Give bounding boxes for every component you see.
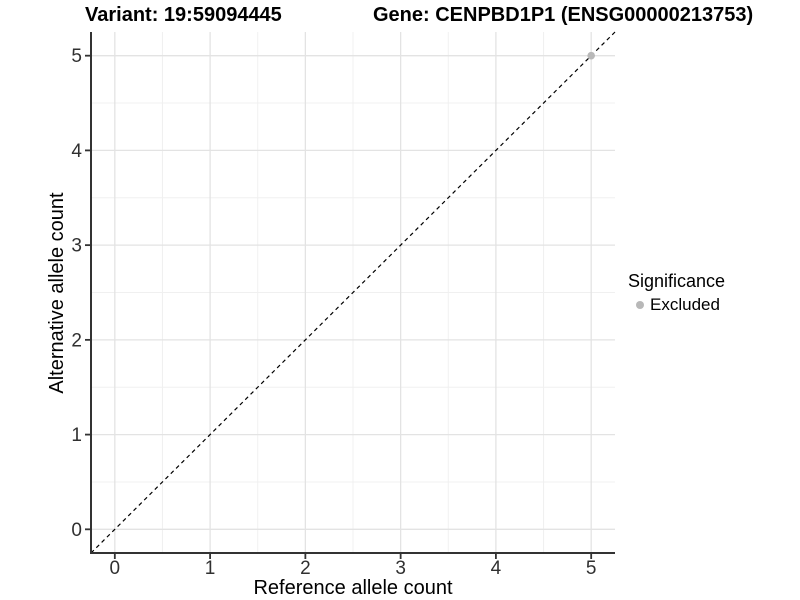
identity-dashed-line (90, 31, 616, 554)
y-axis-title: Alternative allele count (46, 192, 68, 394)
x-tick-label: 2 (300, 558, 311, 579)
y-tick-label: 0 (71, 520, 82, 541)
excluded-point-icon (636, 301, 644, 309)
variant-title: Variant: 19:59094445 (85, 4, 282, 26)
legend-item-excluded: Excluded (628, 295, 725, 315)
legend: Significance Excluded (628, 272, 725, 315)
x-tick-label: 5 (586, 558, 597, 579)
y-tick-label: 4 (71, 141, 82, 162)
x-tick-label: 3 (395, 558, 406, 579)
x-tick-label: 4 (491, 558, 502, 579)
legend-item-label: Excluded (650, 295, 720, 314)
x-tick-label: 1 (205, 558, 216, 579)
legend-title: Significance (628, 271, 726, 291)
gene-title: Gene: CENPBD1P1 (ENSG00000213753) (373, 4, 754, 26)
y-tick-label: 3 (71, 236, 82, 257)
y-tick-label: 2 (71, 330, 82, 351)
x-axis-title: Reference allele count (253, 577, 453, 599)
y-tick-label: 5 (71, 46, 82, 67)
y-tick-label: 1 (71, 425, 82, 446)
x-tick-label: 0 (110, 558, 121, 579)
data-point (587, 51, 595, 60)
